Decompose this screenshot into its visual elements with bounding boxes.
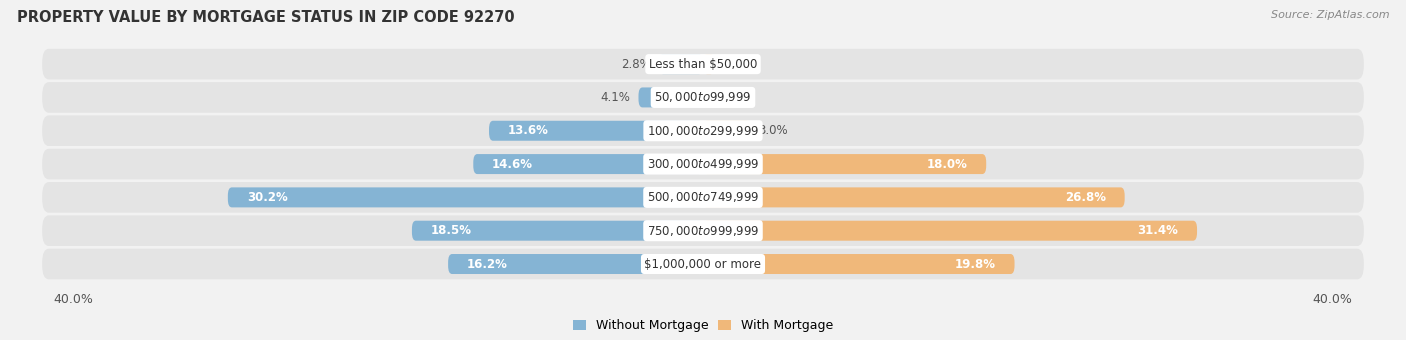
FancyBboxPatch shape [703,87,707,107]
Text: 14.6%: 14.6% [492,157,533,171]
FancyBboxPatch shape [703,121,751,141]
FancyBboxPatch shape [659,54,703,74]
FancyBboxPatch shape [412,221,703,241]
Text: 2.8%: 2.8% [621,57,651,71]
Text: 16.2%: 16.2% [467,257,508,271]
Text: $750,000 to $999,999: $750,000 to $999,999 [647,224,759,238]
FancyBboxPatch shape [42,49,1364,80]
FancyBboxPatch shape [474,154,703,174]
Text: PROPERTY VALUE BY MORTGAGE STATUS IN ZIP CODE 92270: PROPERTY VALUE BY MORTGAGE STATUS IN ZIP… [17,10,515,25]
FancyBboxPatch shape [703,221,1197,241]
Text: 4.1%: 4.1% [600,91,631,104]
FancyBboxPatch shape [703,154,986,174]
FancyBboxPatch shape [42,182,1364,213]
Text: $500,000 to $749,999: $500,000 to $749,999 [647,190,759,204]
FancyBboxPatch shape [703,187,1125,207]
Text: 31.4%: 31.4% [1137,224,1178,237]
FancyBboxPatch shape [703,254,1015,274]
Text: $100,000 to $299,999: $100,000 to $299,999 [647,124,759,138]
FancyBboxPatch shape [42,149,1364,180]
Text: $300,000 to $499,999: $300,000 to $499,999 [647,157,759,171]
Text: $50,000 to $99,999: $50,000 to $99,999 [654,90,752,104]
Text: 13.6%: 13.6% [508,124,548,137]
FancyBboxPatch shape [449,254,703,274]
FancyBboxPatch shape [703,54,714,74]
Text: Source: ZipAtlas.com: Source: ZipAtlas.com [1271,10,1389,20]
FancyBboxPatch shape [42,115,1364,146]
FancyBboxPatch shape [228,187,703,207]
Text: $1,000,000 or more: $1,000,000 or more [644,257,762,271]
FancyBboxPatch shape [42,215,1364,246]
FancyBboxPatch shape [42,82,1364,113]
Text: 30.2%: 30.2% [246,191,287,204]
FancyBboxPatch shape [42,249,1364,279]
Text: 18.0%: 18.0% [927,157,967,171]
FancyBboxPatch shape [638,87,703,107]
Text: 0.3%: 0.3% [716,91,745,104]
Text: 19.8%: 19.8% [955,257,995,271]
Text: 26.8%: 26.8% [1064,191,1105,204]
Text: 3.0%: 3.0% [758,124,787,137]
Text: 18.5%: 18.5% [430,224,472,237]
FancyBboxPatch shape [489,121,703,141]
Text: 0.74%: 0.74% [723,57,759,71]
Text: Less than $50,000: Less than $50,000 [648,57,758,71]
Legend: Without Mortgage, With Mortgage: Without Mortgage, With Mortgage [568,314,838,337]
